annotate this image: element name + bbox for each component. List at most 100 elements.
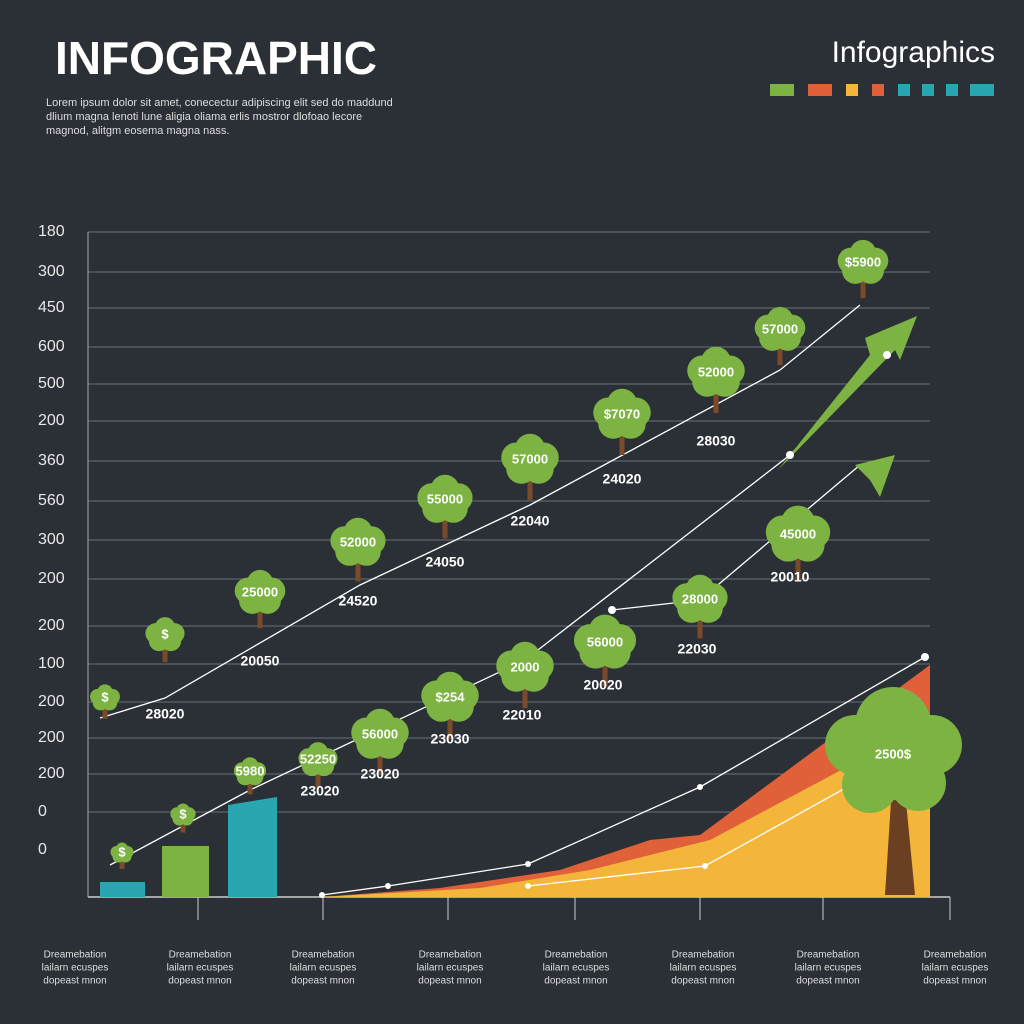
- foliage: [365, 722, 395, 753]
- trunk: [315, 768, 321, 788]
- axis-label: 200: [38, 765, 65, 782]
- tree: 25000: [234, 569, 286, 629]
- axis-label: 100: [38, 655, 65, 672]
- foliage: [246, 582, 274, 609]
- tree-value: 52000: [698, 364, 734, 379]
- grid: 1803004506005002003605603002002001002002…: [38, 223, 951, 920]
- tree-value: $: [118, 844, 126, 859]
- tree-value: 5980: [236, 763, 265, 778]
- caption: 24520: [339, 593, 378, 609]
- caption: 22040: [511, 513, 550, 529]
- tree: $: [90, 684, 120, 719]
- axis-label: 560: [38, 492, 65, 509]
- trunk: [180, 820, 186, 833]
- foliage: [781, 521, 815, 555]
- body-text: magnod, alitgm eosema magna nass.: [46, 125, 229, 137]
- content: $ $25000 52000 55000 57000 $7070 52000 57000 $59…: [42, 239, 989, 987]
- axis-label: 600: [38, 338, 65, 355]
- axis-label: 200: [38, 729, 65, 746]
- axis-label: 360: [38, 452, 65, 469]
- category-label: Dreamebation: [545, 950, 608, 961]
- category-label: lailarn ecuspes: [543, 963, 610, 974]
- trunk: [522, 680, 528, 708]
- foliage: [176, 809, 190, 823]
- body-text: Lorem ipsum dolor sit amet, conecectur a…: [46, 97, 393, 109]
- caption: 23030: [431, 731, 470, 747]
- tree-value: 52250: [300, 751, 336, 766]
- caption: 24020: [603, 471, 642, 487]
- axis-label: 200: [38, 570, 65, 587]
- category-label: dopeast mnon: [418, 976, 481, 987]
- axis-label: 300: [38, 263, 65, 280]
- tree-value: 2500$: [875, 746, 912, 761]
- tree: $: [145, 617, 185, 663]
- trunk: [795, 549, 801, 580]
- tree: 56000: [573, 614, 637, 687]
- category-label: dopeast mnon: [168, 976, 231, 987]
- foliage: [607, 402, 637, 433]
- category-label: dopeast mnon: [544, 976, 607, 987]
- category-label: lailarn ecuspes: [42, 963, 109, 974]
- tree-value: $: [179, 806, 187, 821]
- category-label: Dreamebation: [672, 950, 735, 961]
- trunk: [447, 710, 453, 738]
- tree: $7070: [593, 388, 651, 455]
- caption: 22010: [503, 707, 542, 723]
- caption: 20020: [584, 677, 623, 693]
- trunk: [442, 512, 448, 539]
- foliage: [241, 765, 259, 782]
- tree: 5980: [233, 757, 267, 795]
- tree: $: [170, 803, 196, 833]
- foliage: [307, 751, 329, 772]
- foliage: [588, 629, 622, 662]
- tree: 52000: [687, 346, 745, 413]
- tree: 56000: [351, 708, 409, 775]
- caption: 20050: [241, 653, 280, 669]
- tree: 28000: [672, 574, 728, 639]
- big-tree: 2500$: [825, 687, 962, 895]
- category-label: dopeast mnon: [43, 976, 106, 987]
- category-label: Dreamebation: [797, 950, 860, 961]
- trunk: [527, 472, 533, 500]
- category-label: dopeast mnon: [291, 976, 354, 987]
- tree: 52000: [330, 517, 386, 582]
- axis-label: 200: [38, 412, 65, 429]
- trunk: [102, 704, 108, 719]
- tree: 52250: [298, 742, 338, 788]
- category-label: lailarn ecuspes: [167, 963, 234, 974]
- body-text: dlium magna lenoti lune aligia oliama er…: [46, 111, 362, 123]
- axis-label: 0: [38, 841, 47, 858]
- foliage: [343, 531, 373, 560]
- axis-label: 450: [38, 299, 65, 316]
- foliage: [515, 447, 545, 478]
- category-label: lailarn ecuspes: [922, 963, 989, 974]
- foliage: [154, 626, 176, 647]
- trunk: [247, 779, 253, 795]
- caption: 23020: [361, 766, 400, 782]
- caption: 23020: [301, 783, 340, 799]
- trunk: [355, 555, 361, 582]
- foliage: [116, 848, 128, 860]
- trunk: [162, 643, 168, 663]
- trunk: [257, 604, 263, 629]
- trunk: [602, 656, 608, 687]
- caption: 28030: [697, 433, 736, 449]
- arrows: [778, 316, 917, 497]
- category-label: Dreamebation: [924, 950, 987, 961]
- tree-value: 25000: [242, 584, 278, 599]
- trunk: [377, 747, 383, 775]
- category-label: lailarn ecuspes: [417, 963, 484, 974]
- trunk: [619, 427, 625, 455]
- trunk: [713, 385, 719, 413]
- foliage: [435, 685, 465, 716]
- trunk: [119, 858, 125, 869]
- tree-value: $: [101, 689, 109, 704]
- tree: 57000: [754, 306, 806, 366]
- tree-value: 52000: [340, 534, 376, 549]
- axis-label: 200: [38, 617, 65, 634]
- brand-swatches: [770, 84, 994, 96]
- caption: 22030: [678, 641, 717, 657]
